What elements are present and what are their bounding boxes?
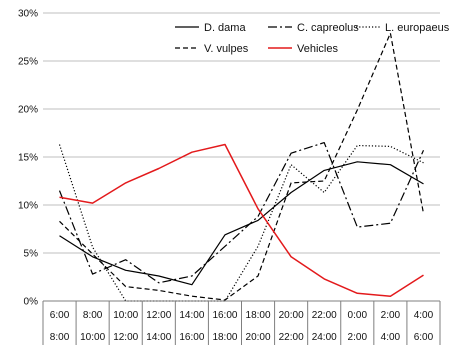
y-tick-label: 0%: [24, 297, 39, 308]
x-tick-label-start: 22:00: [312, 310, 337, 321]
legend-label-c-capreolus: C. capreolus: [297, 22, 359, 34]
y-tick-label: 25%: [18, 57, 38, 68]
series-line-c-capreolus: [58, 142, 425, 284]
series-line-d-dama: [59, 161, 424, 286]
y-tick-label: 10%: [18, 201, 38, 212]
x-tick-label-end: 14:00: [146, 332, 171, 343]
legend: D. dama C. capreolus L. europaeus V. vulpes…: [175, 22, 449, 55]
y-tick-label: 30%: [18, 9, 38, 20]
x-tick-label-start: 6:00: [50, 310, 70, 321]
x-tick-label-start: 14:00: [179, 310, 204, 321]
series-line-v-vulpes: [59, 32, 425, 301]
series-line-l-europaeus: [58, 144, 424, 302]
x-tick-label-start: 20:00: [279, 310, 304, 321]
legend-label-v-vulpes: V. vulpes: [204, 43, 249, 55]
legend-label-vehicles: Vehicles: [297, 43, 338, 55]
series-line-vehicles: [59, 143, 424, 297]
gridlines: [43, 12, 440, 254]
axes: 0% 5% 10% 15% 20% 25% 30% 6:00 8:00 8:00 10:00 10:0…: [18, 9, 441, 345]
x-tick-label-end: 8:00: [50, 332, 70, 343]
x-tick-label-start: 18:00: [246, 310, 271, 321]
x-tick-label-start: 8:00: [83, 310, 103, 321]
legend-label-l-europaeus: L. europaeus: [385, 22, 449, 34]
legend-label-d-dama: D. dama: [204, 22, 246, 34]
x-tick-label-end: 10:00: [80, 332, 105, 343]
x-tick-label-end: 4:00: [381, 332, 401, 343]
x-tick-label-start: 4:00: [414, 310, 434, 321]
x-tick-label-end: 22:00: [279, 332, 304, 343]
x-tick-label-end: 24:00: [312, 332, 337, 343]
x-tick-label-start: 12:00: [146, 310, 171, 321]
x-tick-label-start: 10:00: [113, 310, 138, 321]
series-lines: [58, 32, 425, 302]
x-tick-label-end: 12:00: [113, 332, 138, 343]
x-tick-label-start: 0:00: [348, 310, 368, 321]
x-tick-label-end: 2:00: [348, 332, 368, 343]
x-tick-label-end: 6:00: [414, 332, 434, 343]
x-tick-label-start: 16:00: [212, 310, 237, 321]
x-tick-label-start: 2:00: [381, 310, 401, 321]
x-tick-label-end: 20:00: [246, 332, 271, 343]
y-tick-label: 5%: [24, 249, 39, 260]
y-tick-label: 15%: [18, 153, 38, 164]
y-tick-label: 20%: [18, 105, 38, 116]
x-tick-label-end: 16:00: [179, 332, 204, 343]
x-tick-label-end: 18:00: [212, 332, 237, 343]
